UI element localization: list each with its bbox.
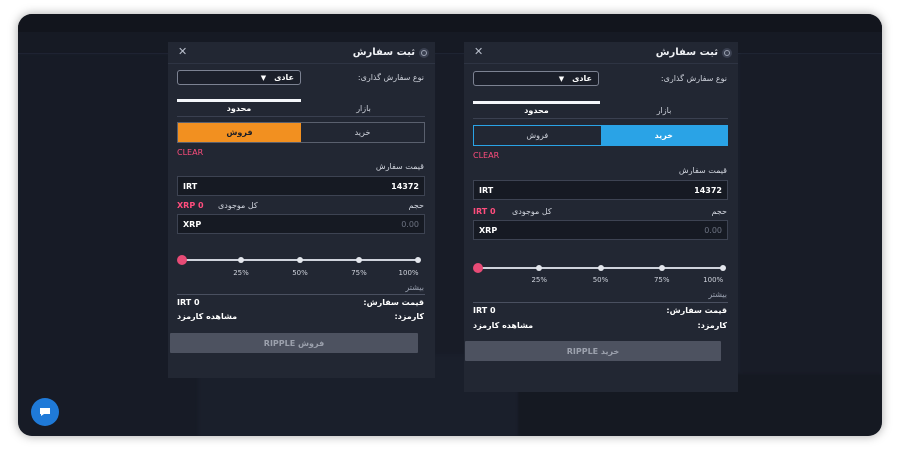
- slider-stop-75[interactable]: [658, 265, 665, 271]
- side-buy-button[interactable]: خرید: [354, 128, 371, 137]
- slider-handle[interactable]: [177, 255, 187, 265]
- side-sell-button[interactable]: فروش: [178, 123, 301, 142]
- clear-button[interactable]: CLEAR: [177, 148, 204, 157]
- order-icon: [419, 48, 429, 58]
- tab-divider: [177, 116, 425, 117]
- order-price-label: قیمت سفارش:: [666, 306, 727, 315]
- side-buy-button[interactable]: خرید: [600, 126, 727, 145]
- fee-label: کارمزد:: [394, 312, 425, 321]
- chevron-down-icon: ▼: [260, 73, 267, 82]
- tab-market[interactable]: بازار: [656, 106, 672, 115]
- tab-active-indicator: [177, 99, 301, 102]
- order-type-label: نوع سفارش گذاری:: [357, 73, 424, 82]
- tab-active-indicator: [473, 101, 600, 104]
- slider-stop-75[interactable]: [356, 257, 362, 263]
- order-type-value: عادی: [274, 73, 294, 82]
- order-price-value: IRT 0: [473, 306, 496, 315]
- more-toggle[interactable]: بیشتر: [708, 290, 727, 299]
- volume-input[interactable]: XRP 0.00: [177, 214, 425, 234]
- volume-label: حجم: [408, 201, 424, 210]
- chevron-down-icon: ▼: [558, 74, 565, 83]
- tick-50: 50%: [592, 276, 609, 284]
- order-icon: [722, 48, 732, 58]
- top-bar: [18, 14, 882, 32]
- price-unit: IRT: [479, 185, 494, 195]
- slider-stop-25[interactable]: [536, 265, 543, 271]
- volume-unit: XRP: [183, 219, 202, 229]
- panel-title: ثبت سفارش: [352, 47, 415, 58]
- fee-link[interactable]: مشاهده کارمزد: [473, 321, 534, 330]
- tick-75: 75%: [351, 269, 367, 277]
- amount-slider[interactable]: [177, 255, 421, 265]
- side-toggle: خرید فروش: [177, 122, 425, 143]
- divider: [473, 302, 728, 303]
- sub-bar: [18, 32, 882, 54]
- tab-market[interactable]: بازار: [356, 104, 371, 113]
- tick-25: 25%: [531, 276, 548, 284]
- panel-header: ثبت سفارش ✕: [168, 42, 435, 64]
- slider-ticks: 25% 50% 75% 100%: [478, 276, 723, 286]
- amount-slider[interactable]: [473, 263, 726, 273]
- balance-label: کل موجودی: [218, 201, 258, 210]
- app-window: ثبت سفارش ✕ نوع سفارش گذاری: عادی ▼ بازا…: [18, 14, 882, 436]
- tick-100: 100%: [703, 276, 724, 284]
- volume-label: حجم: [711, 207, 727, 216]
- balance-value: XRP 0: [177, 201, 204, 210]
- price-input[interactable]: IRT 14372: [177, 176, 425, 196]
- slider-stop-50[interactable]: [597, 265, 604, 271]
- order-price-label: قیمت سفارش:: [363, 298, 424, 307]
- price-value: 14372: [391, 181, 419, 191]
- tick-100: 100%: [398, 269, 419, 277]
- slider-ticks: 25% 50% 75% 100%: [182, 269, 418, 279]
- volume-placeholder: 0.00: [401, 219, 419, 229]
- order-type-label: نوع سفارش گذاری:: [660, 74, 727, 83]
- order-type-select[interactable]: عادی ▼: [177, 70, 301, 85]
- slider-stop-50[interactable]: [297, 257, 303, 263]
- tab-divider: [473, 118, 728, 119]
- close-icon[interactable]: ✕: [178, 45, 188, 58]
- slider-stop-100[interactable]: [415, 257, 421, 263]
- tab-limit[interactable]: محدود: [524, 106, 549, 115]
- background-orderbook: [740, 54, 882, 374]
- volume-placeholder: 0.00: [704, 225, 722, 235]
- clear-button[interactable]: CLEAR: [473, 151, 500, 160]
- fee-link[interactable]: مشاهده کارمزد: [177, 312, 238, 321]
- chat-icon: [40, 408, 50, 416]
- price-unit: IRT: [183, 181, 198, 191]
- close-icon[interactable]: ✕: [474, 45, 484, 58]
- volume-unit: XRP: [479, 225, 498, 235]
- order-price-value: IRT 0: [177, 298, 200, 307]
- balance-value: IRT 0: [473, 207, 496, 216]
- sell-order-panel: ثبت سفارش ✕ نوع سفارش گذاری: عادی ▼ بازا…: [168, 42, 435, 378]
- side-sell-button[interactable]: فروش: [526, 131, 549, 140]
- divider: [177, 294, 425, 295]
- panel-title: ثبت سفارش: [655, 47, 718, 58]
- chat-button[interactable]: [31, 398, 59, 426]
- tick-75: 75%: [653, 276, 670, 284]
- price-label: قیمت سفارش: [375, 162, 424, 171]
- fee-label: کارمزد:: [697, 321, 728, 330]
- panel-header: ثبت سفارش ✕: [464, 42, 738, 64]
- price-input[interactable]: IRT 14372: [473, 180, 728, 200]
- slider-handle[interactable]: [473, 263, 483, 273]
- volume-input[interactable]: XRP 0.00: [473, 220, 728, 240]
- balance-label: کل موجودی: [512, 207, 552, 216]
- order-type-select[interactable]: عادی ▼: [473, 71, 599, 86]
- buy-submit-button[interactable]: خرید RIPPLE: [465, 341, 721, 361]
- tick-25: 25%: [233, 269, 249, 277]
- price-label: قیمت سفارش: [678, 166, 727, 175]
- price-value: 14372: [694, 185, 722, 195]
- tab-limit[interactable]: محدود: [226, 104, 252, 113]
- side-toggle: خرید فروش: [473, 125, 728, 146]
- order-type-value: عادی: [572, 74, 592, 83]
- more-toggle[interactable]: بیشتر: [405, 283, 424, 292]
- slider-stop-25[interactable]: [238, 257, 244, 263]
- buy-order-panel: ثبت سفارش ✕ نوع سفارش گذاری: عادی ▼ بازا…: [464, 42, 738, 392]
- sell-submit-button[interactable]: فروش RIPPLE: [170, 333, 418, 353]
- slider-stop-100[interactable]: [720, 265, 726, 271]
- tick-50: 50%: [292, 269, 308, 277]
